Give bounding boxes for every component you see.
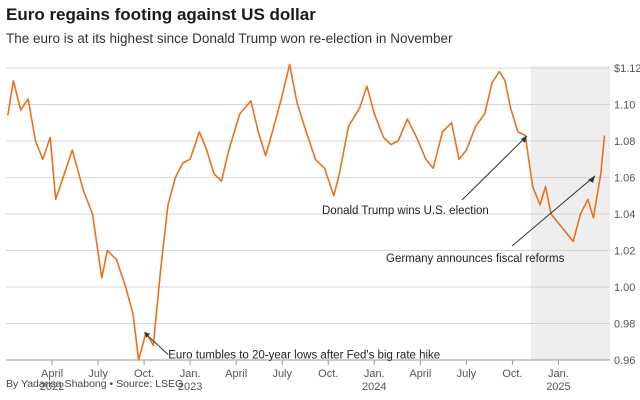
arrowhead [587, 175, 595, 183]
annotation-arrow [143, 332, 169, 355]
y-tick-label: 1.06 [614, 173, 635, 185]
x-year-label: 2024 [362, 381, 386, 393]
x-tick-label: July [457, 368, 477, 380]
annotations: Euro tumbles to 20-year lows after Fed's… [143, 135, 596, 362]
y-tick-label: 1.02 [614, 246, 635, 258]
y-tick-label: 1.08 [614, 136, 635, 148]
x-year-label: 2023 [178, 381, 202, 393]
y-tick-label: 0.96 [614, 355, 635, 367]
x-tick-label: April [409, 368, 431, 380]
post-election-shade [530, 66, 610, 360]
y-tick-label: $1.12 [614, 63, 640, 75]
y-tick-label: 1.10 [614, 100, 635, 112]
y-tick-label: 1.00 [614, 282, 635, 294]
x-year-label: 2025 [546, 381, 570, 393]
arrowhead [520, 135, 527, 143]
arrowhead [144, 332, 151, 338]
x-tick-label: Jan. [364, 368, 385, 380]
annotation-arrow [461, 135, 528, 201]
x-tick-label: Oct. [502, 368, 522, 380]
annotation-germany-reforms: Germany announces fiscal reforms [386, 253, 565, 265]
byline-source: By Yadarisa Shabong • Source: LSEG [6, 378, 184, 390]
annotation-arrow [511, 175, 596, 247]
y-tick-label: 0.98 [614, 319, 635, 331]
x-tick-label: Jan. [548, 368, 569, 380]
x-tick-label: July [272, 368, 292, 380]
x-tick-label: April [225, 368, 247, 380]
chart-title: Euro regains footing against US dollar [6, 5, 316, 24]
annotation-fed-hike: Euro tumbles to 20-year lows after Fed's… [168, 350, 440, 362]
gridlines [6, 67, 610, 361]
eurusd-series-line [7, 63, 606, 361]
y-tick-label: 1.04 [614, 209, 635, 221]
y-axis-ticks: 0.96 0.98 1.00 1.02 1.04 1.06 1.08 1.10 $1.12 [614, 63, 640, 367]
annotation-trump-election: Donald Trump wins U.S. election [322, 205, 489, 217]
x-tick-label: July [88, 368, 108, 380]
x-tick-label: Oct. [318, 368, 338, 380]
chart-subtitle: The euro is at its highest since Donald … [6, 31, 453, 46]
x-tick-label: Oct. [134, 368, 154, 380]
x-axis-ticks: April July Oct. Jan. April July Oct. Jan. April J… [40, 360, 571, 393]
x-tick-label: April [41, 368, 63, 380]
x-tick-label: Jan. [180, 368, 201, 380]
x-year-label: 2022 [40, 381, 64, 393]
